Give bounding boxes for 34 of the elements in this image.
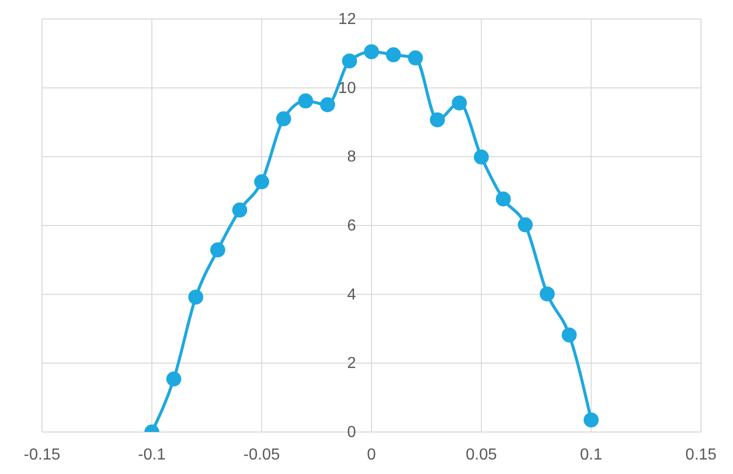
point bbox=[188, 290, 204, 305]
point bbox=[496, 192, 511, 206]
point bbox=[386, 47, 401, 62]
point bbox=[320, 97, 336, 112]
point bbox=[232, 202, 248, 218]
point bbox=[430, 112, 445, 128]
point bbox=[298, 93, 314, 108]
point bbox=[342, 53, 358, 68]
x-tick-label: 0 bbox=[367, 446, 376, 464]
x-tick-label: 0.05 bbox=[466, 446, 498, 464]
point bbox=[452, 95, 467, 110]
y-tick-label: 0 bbox=[347, 424, 356, 441]
y-tick-label: 6 bbox=[347, 218, 356, 234]
x-tick-label: 0.15 bbox=[685, 446, 717, 464]
x-tick-label: 0.1 bbox=[580, 446, 602, 464]
y-tick-label: 10 bbox=[338, 80, 356, 97]
point bbox=[584, 412, 599, 428]
point bbox=[210, 242, 226, 258]
x-tick-label: -0.05 bbox=[243, 446, 280, 464]
point bbox=[540, 286, 555, 302]
point bbox=[276, 111, 292, 126]
point bbox=[518, 217, 533, 232]
y-tick-label: 8 bbox=[347, 148, 356, 166]
y-tick-label: 4 bbox=[347, 286, 356, 304]
point bbox=[254, 174, 270, 190]
point bbox=[562, 327, 577, 342]
x-tick-label: -0.15 bbox=[24, 446, 60, 464]
point bbox=[166, 372, 182, 386]
point bbox=[408, 50, 423, 66]
y-tick-label: 12 bbox=[338, 11, 356, 28]
point bbox=[364, 44, 379, 60]
point bbox=[474, 150, 489, 165]
y-tick-label: 2 bbox=[347, 355, 356, 372]
x-tick-label: -0.1 bbox=[138, 446, 166, 464]
